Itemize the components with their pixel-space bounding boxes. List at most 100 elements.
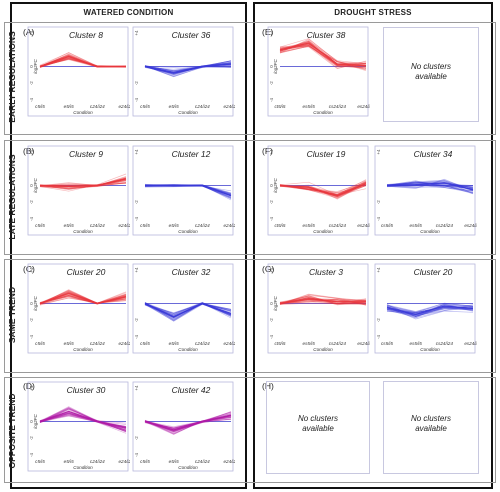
chart-title: Cluster 42 bbox=[172, 385, 211, 395]
x-tick-label: cs24/i24 bbox=[436, 223, 454, 228]
cluster-chart-svg: Cluster 12 +4 -2 -4c5/i5 e5/i5 c24/i24 e24/i24… bbox=[132, 145, 239, 236]
cluster-profile-line bbox=[39, 179, 127, 189]
y-tick-label: 0 bbox=[29, 184, 34, 187]
plot-frame bbox=[27, 263, 129, 354]
x-tick-label: c5/i5 bbox=[35, 223, 45, 228]
cluster-profile-line bbox=[279, 294, 367, 305]
x-axis-label: Condition bbox=[178, 229, 198, 234]
cluster-profile-line bbox=[39, 414, 127, 432]
cluster-profile-line bbox=[144, 418, 232, 435]
chart-cluster-8: Cluster 8 +4 0 -2 -4 log2FC c5/i5 e5/i5 c24/i24 e… bbox=[26, 25, 134, 118]
chart-title: Cluster 34 bbox=[414, 149, 453, 159]
cluster-profile-line bbox=[144, 419, 232, 433]
no-clusters-text-h-left: No clusters available bbox=[297, 414, 338, 433]
cluster-profile-line bbox=[39, 173, 127, 192]
y-tick-label: -4 bbox=[29, 453, 34, 457]
chart-cluster-12: Cluster 12 +4 -2 -4c5/i5 e5/i5 c24/i24 e24/i24… bbox=[131, 144, 239, 237]
x-tick-label: c24/i24 bbox=[195, 341, 210, 346]
chart-cluster-20-watered: Cluster 20 +4 0 -2 -4 log2FC c5/i5 e5/i5 c24/i24… bbox=[26, 262, 134, 355]
cluster-profile-line bbox=[144, 65, 232, 75]
y-tick-label: -4 bbox=[269, 98, 274, 102]
x-tick-label: c24/i24 bbox=[90, 341, 105, 346]
y-tick-label: +4 bbox=[29, 149, 34, 155]
cluster-profile-line bbox=[39, 289, 127, 305]
cluster-profile-line bbox=[386, 307, 474, 317]
cluster-mean-line bbox=[386, 182, 474, 191]
row-opposite-trend bbox=[4, 377, 496, 483]
no-clusters-text-e: No clusters available bbox=[410, 62, 451, 81]
x-tick-label: es5/i5 bbox=[303, 104, 316, 109]
chart-title: Cluster 30 bbox=[67, 385, 106, 395]
x-tick-label: es24/i24 bbox=[464, 223, 477, 228]
cluster-profile-line bbox=[144, 303, 232, 322]
cluster-profile-line bbox=[39, 413, 127, 428]
chart-title: Cluster 32 bbox=[172, 267, 211, 277]
cluster-mean-line bbox=[39, 55, 126, 68]
cluster-chart-svg: Cluster 38 +4 0 -2 -4 log2FC ct5/i5 es5/i5 cs24/… bbox=[267, 26, 375, 117]
panel-label-c: (C) bbox=[23, 264, 35, 274]
cluster-profile-line bbox=[39, 414, 127, 431]
y-tick-label: -2 bbox=[29, 81, 34, 85]
x-tick-label: e5/i5 bbox=[169, 104, 179, 109]
y-tick-label: -2 bbox=[376, 200, 381, 204]
cluster-profile-line bbox=[144, 411, 232, 429]
cluster-profile-line bbox=[39, 407, 127, 431]
x-axis-label: Condition bbox=[313, 229, 333, 234]
cluster-mean-line bbox=[279, 183, 367, 197]
y-tick-label: +4 bbox=[376, 267, 381, 273]
row-label-late-regulations: LATE REGULATIONS bbox=[7, 154, 17, 240]
y-tick-label: +4 bbox=[29, 385, 34, 391]
empty-cluster-box-h-left bbox=[266, 381, 370, 474]
cluster-profile-line bbox=[144, 60, 232, 68]
y-tick-label: -4 bbox=[134, 98, 139, 102]
cluster-profile-line bbox=[144, 303, 232, 320]
y-tick-label: -2 bbox=[134, 318, 139, 322]
cluster-profile-line bbox=[386, 184, 474, 193]
cluster-profile-line bbox=[279, 301, 367, 305]
x-axis-label: Condition bbox=[313, 110, 333, 115]
chart-title: Cluster 3 bbox=[309, 267, 343, 277]
cluster-profile-line bbox=[144, 303, 232, 314]
plot-frame bbox=[27, 381, 129, 472]
y-tick-label: +4 bbox=[269, 267, 274, 273]
x-tick-label: es5/i5 bbox=[410, 341, 423, 346]
cluster-chart-svg: Cluster 20 +4 0 -2 -4 log2FC c5/i5 e5/i5 c24/i24… bbox=[27, 263, 134, 354]
x-tick-label: e24/i24 bbox=[223, 223, 235, 228]
y-tick-label: -4 bbox=[134, 217, 139, 221]
x-tick-label: e5/i5 bbox=[64, 223, 74, 228]
y-tick-label: -2 bbox=[29, 318, 34, 322]
x-tick-label: e5/i5 bbox=[64, 341, 74, 346]
cluster-profile-line bbox=[279, 46, 367, 69]
x-axis-label: Condition bbox=[420, 347, 440, 352]
cluster-profile-line bbox=[39, 176, 127, 190]
y-tick-label: -2 bbox=[134, 200, 139, 204]
plot-frame bbox=[132, 263, 234, 354]
x-tick-label: e24/i24 bbox=[118, 341, 130, 346]
empty-cluster-box-h-right bbox=[383, 381, 479, 474]
chart-title: Cluster 8 bbox=[69, 30, 103, 40]
x-axis-label: Condition bbox=[73, 347, 93, 352]
x-tick-label: c24/i24 bbox=[90, 459, 105, 464]
y-tick-label: +4 bbox=[29, 30, 34, 36]
x-tick-label: c24/i24 bbox=[195, 223, 210, 228]
y-tick-label: 0 bbox=[29, 420, 34, 423]
chart-title: Cluster 20 bbox=[67, 267, 106, 277]
cluster-profile-line bbox=[39, 414, 127, 432]
plot-frame bbox=[267, 145, 369, 236]
x-tick-label: ct5/i5 bbox=[275, 104, 286, 109]
cluster-profile-line bbox=[279, 38, 367, 72]
chart-cluster-19: Cluster 19 +4 0 -2 -4 log2FC ct5/i5 es5/i5 cs24/… bbox=[266, 144, 375, 237]
cluster-chart-svg: Cluster 9 +4 0 -2 -4 log2FC c5/i5 e5/i5 c24/i24 e… bbox=[27, 145, 134, 236]
x-axis-label: Condition bbox=[313, 347, 333, 352]
x-tick-label: e5/i5 bbox=[169, 341, 179, 346]
y-axis-label: log2FC bbox=[273, 296, 278, 311]
cluster-profile-line bbox=[144, 302, 232, 320]
cluster-profile-line bbox=[279, 181, 367, 196]
cluster-profile-line bbox=[144, 65, 232, 77]
cluster-chart-svg: Cluster 3 +4 0 -2 -4 log2FC ct5/i5 es5/i5 cs24/i… bbox=[267, 263, 375, 354]
cluster-profile-line bbox=[39, 413, 127, 434]
cluster-profile-line bbox=[386, 184, 474, 194]
y-tick-label: -2 bbox=[29, 436, 34, 440]
cluster-mean-line bbox=[144, 63, 232, 74]
watered-condition-header: WATERED CONDITION bbox=[83, 8, 174, 17]
